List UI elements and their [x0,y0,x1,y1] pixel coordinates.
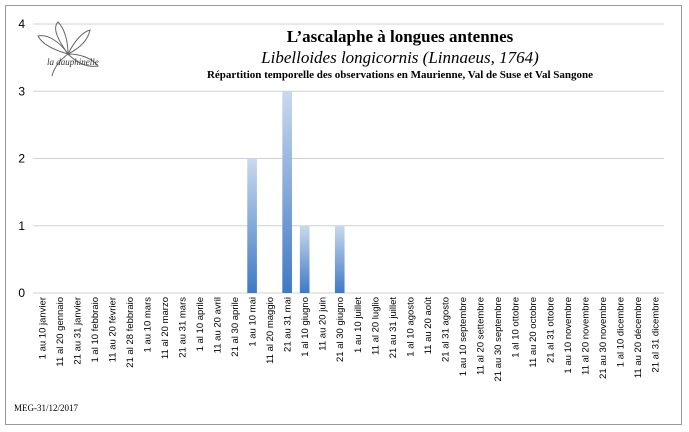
bar [247,158,257,293]
x-tick-label: 11 au 20 avril [213,297,224,353]
chart-caption: Répartition temporelle des observations … [206,69,594,81]
x-tick-label: 11 au 20 février [107,297,118,362]
x-tick-label: 21 al 31 agosto [440,297,451,362]
y-tick-label: 2 [18,152,25,166]
x-tick-label: 1 al 10 giugno [300,297,311,357]
chart-frame [5,5,682,425]
x-tick-label: 1 au 10 novembre [563,297,574,374]
x-tick-label: 11 au 20 octobre [528,297,539,368]
x-tick-label: 11 al 20 luglio [370,297,381,355]
x-tick-label: 11 al 20 novembre [581,297,592,375]
x-tick-label: 1 au 10 mai [248,297,259,347]
x-tick-label: 11 al 20 maggio [265,297,276,364]
x-tick-label: 1 al 10 agosto [405,297,416,357]
x-tick-label: 21 al 30 giugno [335,297,346,362]
bar [282,91,292,293]
x-tick-label: 21 al 31 ottobre [546,297,557,363]
x-tick-label: 1 al 10 dicembre [616,297,627,367]
x-tick-label: 21 au 30 septembre [493,297,504,382]
x-tick-label: 11 al 20 marzo [160,297,171,359]
bar [334,225,345,293]
y-tick-label: 3 [18,84,25,98]
x-tick-label: 21 al 30 aprile [230,297,241,357]
footer-credit: MEG-31/12/2017 [14,403,78,413]
y-tick-label: 1 [18,219,25,233]
x-tick-label: 21 au 30 novembre [598,297,609,379]
bars [247,91,345,293]
y-axis-ticks: 0 1 2 3 4 [18,17,25,300]
x-tick-label: 21 au 31 mai [283,297,294,352]
x-tick-label: 1 au 10 mars [142,297,153,353]
x-tick-label: 11 al 20 gennaio [55,297,66,367]
x-tick-label: 1 al 10 febbraio [90,297,101,363]
x-tick-label: 1 al 10 ottobre [511,297,522,358]
x-tick-label: 21 au 31 juillet [388,297,399,359]
x-tick-label: 1 al 10 aprile [195,297,206,351]
x-tick-label: 21 al 28 febbraio [125,297,136,368]
x-tick-label: 1 au 10 juillet [353,297,364,353]
flower-logo [37,21,99,77]
chart-subtitle: Libelloides longicornis (Linnaeus, 1764) [261,48,539,67]
x-tick-label: 11 au 20 juin [318,297,329,351]
x-tick-label: 1 au 10 septembre [458,297,469,376]
x-tick-label: 11 au 20 décembre [633,297,644,378]
x-tick-label: 1 au 10 janvier [37,297,48,359]
x-tick-label: 21 au 31 mars [177,297,188,358]
gridlines [33,23,664,294]
y-tick-label: 0 [18,286,25,300]
x-tick-label: 21 au 31 janvier [72,297,83,365]
y-tick-label: 4 [18,17,25,31]
bar [299,225,310,293]
x-tick-label: 11 al 20 settembre [475,297,486,375]
chart-title: L’ascalaphe à longues antennes [286,27,514,46]
x-tick-label: 21 al 31 dicembre [651,297,662,373]
x-tick-label: 11 au 20 août [423,297,434,355]
x-axis-ticks: 1 au 10 janvier 11 al 20 gennaio 21 au 31 … [37,297,661,382]
logo-text: la dauphinelle [47,57,99,67]
